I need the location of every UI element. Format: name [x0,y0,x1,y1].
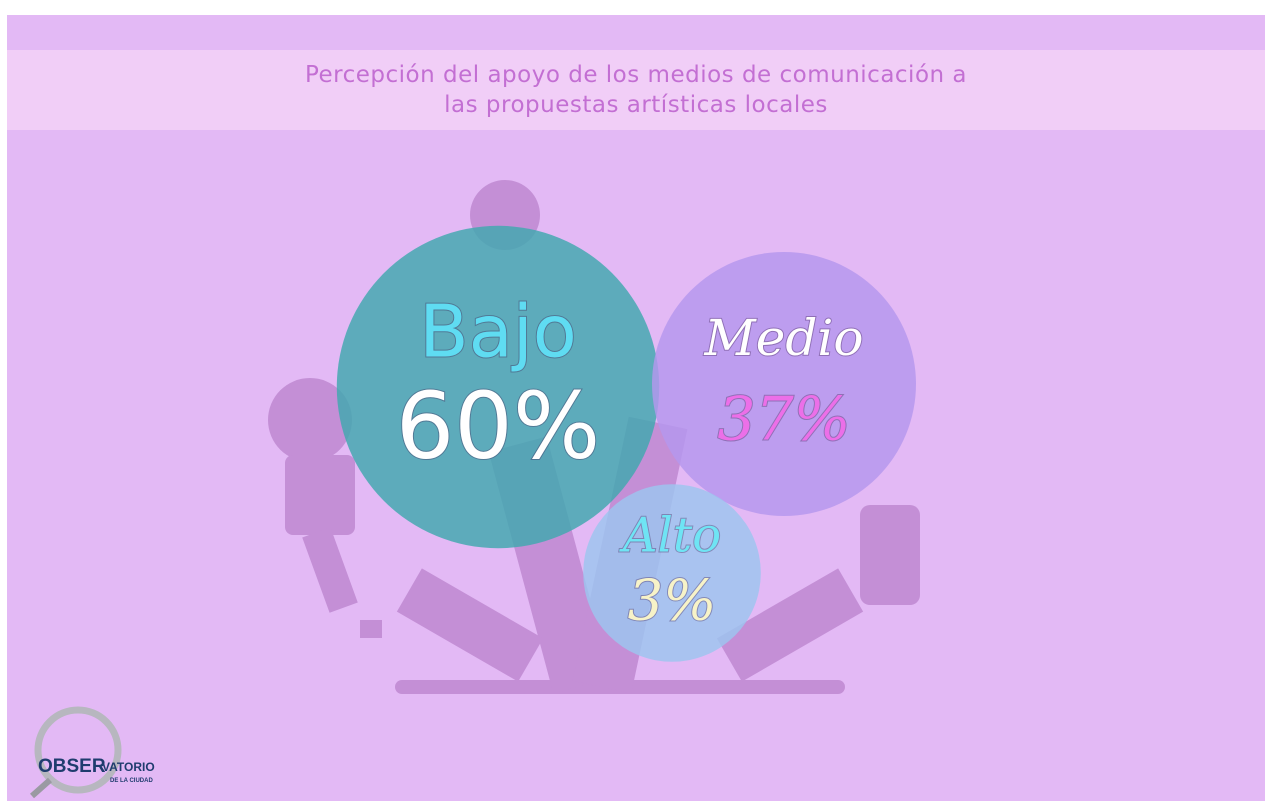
bubble [583,484,761,662]
bubble-value-label: 60% [396,372,600,479]
logo-sub: DE LA CIUDAD [110,778,153,784]
logo: OBSER VATORIO DE LA CIUDAD [30,706,155,799]
bubble-category: Bajo [419,290,577,374]
bubble-value-label: 37% [717,385,850,455]
chart-title: Percepción del apoyo de los medios de co… [304,62,968,118]
bubble-category: Alto [619,508,721,564]
bubble-value-label: 3% [628,569,717,634]
logo-rest: VATORIO [102,760,155,774]
logo-handle [30,777,52,799]
logo-ring [34,706,122,794]
bubble [652,252,916,516]
logo-main: OBSER [38,756,106,777]
title-band [7,50,1265,130]
bubble-category: Medio [704,309,864,367]
bubble [336,225,660,549]
